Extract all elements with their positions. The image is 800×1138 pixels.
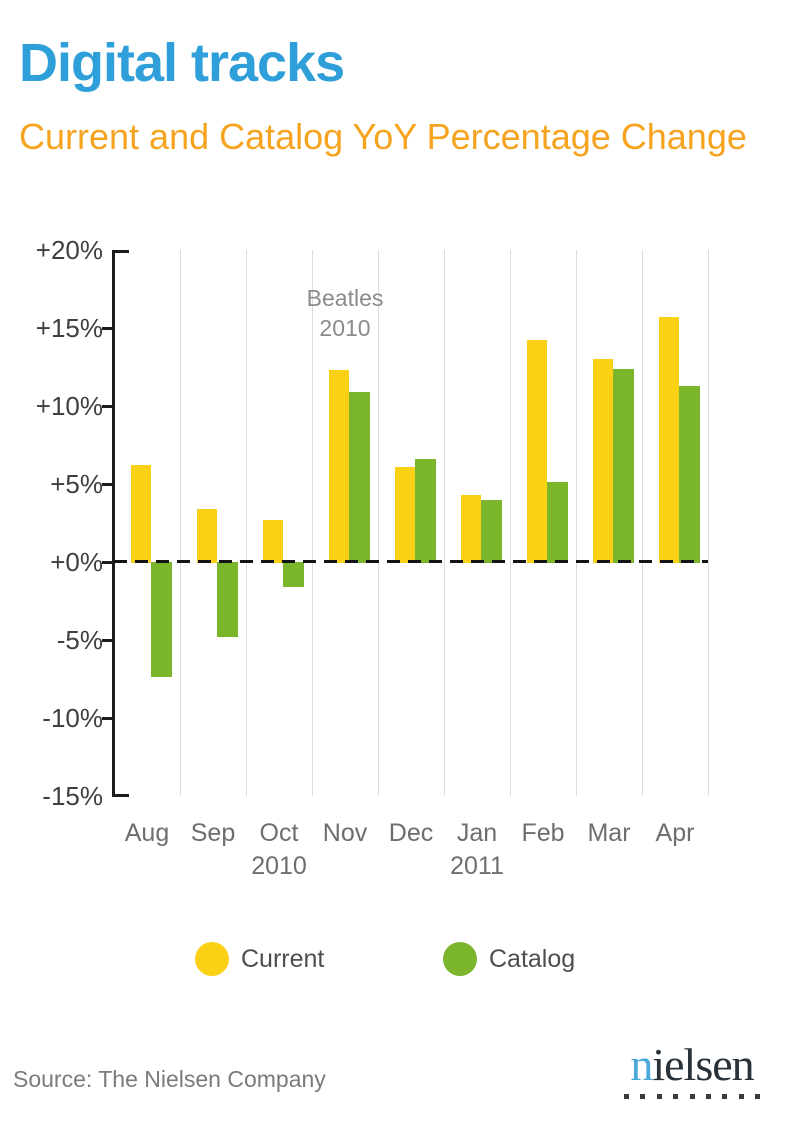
x-tick-label-sep: Sep	[190, 819, 236, 847]
y-tick-label: +20%	[35, 235, 103, 265]
x-year-label-2011: 2011	[450, 852, 504, 880]
y-tick-label: -15%	[42, 781, 103, 811]
y-axis-line	[112, 250, 115, 797]
source-text: Source: The Nielsen Company	[13, 1066, 326, 1092]
nielsen-logo: nielsen	[622, 1042, 762, 1099]
x-tick-label-feb: Feb	[521, 819, 565, 847]
y-tick-mark	[102, 483, 112, 486]
y-axis-bottom-cap	[112, 794, 129, 797]
bar-catalog-jan	[481, 499, 502, 563]
gridline	[246, 250, 247, 796]
y-tick-label: +10%	[35, 391, 103, 421]
legend-item-catalog: Catalog	[443, 941, 575, 977]
y-tick-mark	[102, 717, 112, 720]
bar-catalog-dec	[415, 459, 436, 563]
legend-label-catalog: Catalog	[489, 944, 576, 973]
bar-catalog-mar	[613, 368, 634, 563]
logo-dot-icon	[722, 1094, 728, 1099]
y-tick-label: +5%	[50, 469, 103, 499]
y-tick-mark	[102, 327, 112, 330]
y-tick-mark	[102, 405, 112, 408]
bar-catalog-sep	[217, 562, 238, 637]
gridline	[510, 250, 511, 796]
y-tick-label: -10%	[42, 703, 103, 733]
y-tick-label: -5%	[56, 625, 103, 655]
x-tick-label-aug: Aug	[124, 819, 170, 847]
x-tick-label-nov: Nov	[322, 819, 368, 847]
logo-dot-icon	[624, 1094, 629, 1099]
y-tick-mark	[102, 561, 112, 564]
bar-current-jan	[461, 494, 481, 563]
nielsen-logo-word: nielsen	[622, 1042, 762, 1088]
logo-dot-icon	[705, 1094, 711, 1099]
logo-dot-icon	[640, 1094, 646, 1099]
page-title: Digital tracks	[19, 33, 345, 93]
logo-dot-icon	[689, 1094, 695, 1099]
x-tick-label-mar: Mar	[587, 819, 631, 847]
logo-dot-icon	[738, 1094, 744, 1099]
annotation-line1: Beatles	[306, 285, 384, 311]
nielsen-logo-rest: ielsen	[652, 1039, 754, 1090]
bar-current-aug	[131, 465, 151, 563]
bar-catalog-aug	[151, 562, 172, 678]
logo-dot-icon	[673, 1094, 679, 1099]
gridline	[444, 250, 445, 796]
gridline	[708, 250, 709, 796]
gridline	[576, 250, 577, 796]
bar-current-nov	[329, 370, 349, 563]
bar-current-sep	[197, 508, 217, 563]
bar-current-feb	[527, 340, 547, 563]
chart-annotation: Beatles 2010	[285, 283, 405, 343]
zero-baseline	[114, 560, 708, 563]
annotation-line2: 2010	[319, 315, 371, 341]
nielsen-logo-letter-n: n	[630, 1039, 653, 1090]
logo-dot-icon	[755, 1094, 760, 1099]
gridline	[378, 250, 379, 796]
legend-item-current: Current	[195, 941, 324, 977]
y-axis-top-cap	[112, 250, 129, 253]
nielsen-logo-dots	[624, 1094, 760, 1099]
bar-current-dec	[395, 466, 415, 563]
x-tick-label-jan: Jan	[456, 819, 498, 847]
x-tick-label-apr: Apr	[655, 819, 695, 847]
bar-catalog-oct	[283, 562, 304, 587]
logo-dot-icon	[656, 1094, 662, 1099]
x-year-label-2010: 2010	[251, 852, 307, 880]
bar-catalog-nov	[349, 391, 370, 563]
gridline	[642, 250, 643, 796]
y-tick-mark	[102, 639, 112, 642]
x-tick-label-dec: Dec	[388, 819, 434, 847]
bar-current-apr	[659, 317, 679, 563]
y-tick-label: +15%	[35, 313, 103, 343]
legend-swatch-catalog-icon	[443, 942, 477, 976]
page-subtitle: Current and Catalog YoY Percentage Chang…	[19, 116, 747, 157]
bar-current-mar	[593, 359, 613, 563]
bar-catalog-apr	[679, 385, 700, 563]
gridline	[312, 250, 313, 796]
legend-swatch-current-icon	[195, 942, 229, 976]
x-tick-label-oct: Oct	[259, 819, 299, 847]
bar-catalog-feb	[547, 482, 568, 563]
gridline	[180, 250, 181, 796]
legend-label-current: Current	[241, 944, 325, 973]
bar-current-oct	[263, 519, 283, 563]
y-tick-label: +0%	[50, 547, 103, 577]
